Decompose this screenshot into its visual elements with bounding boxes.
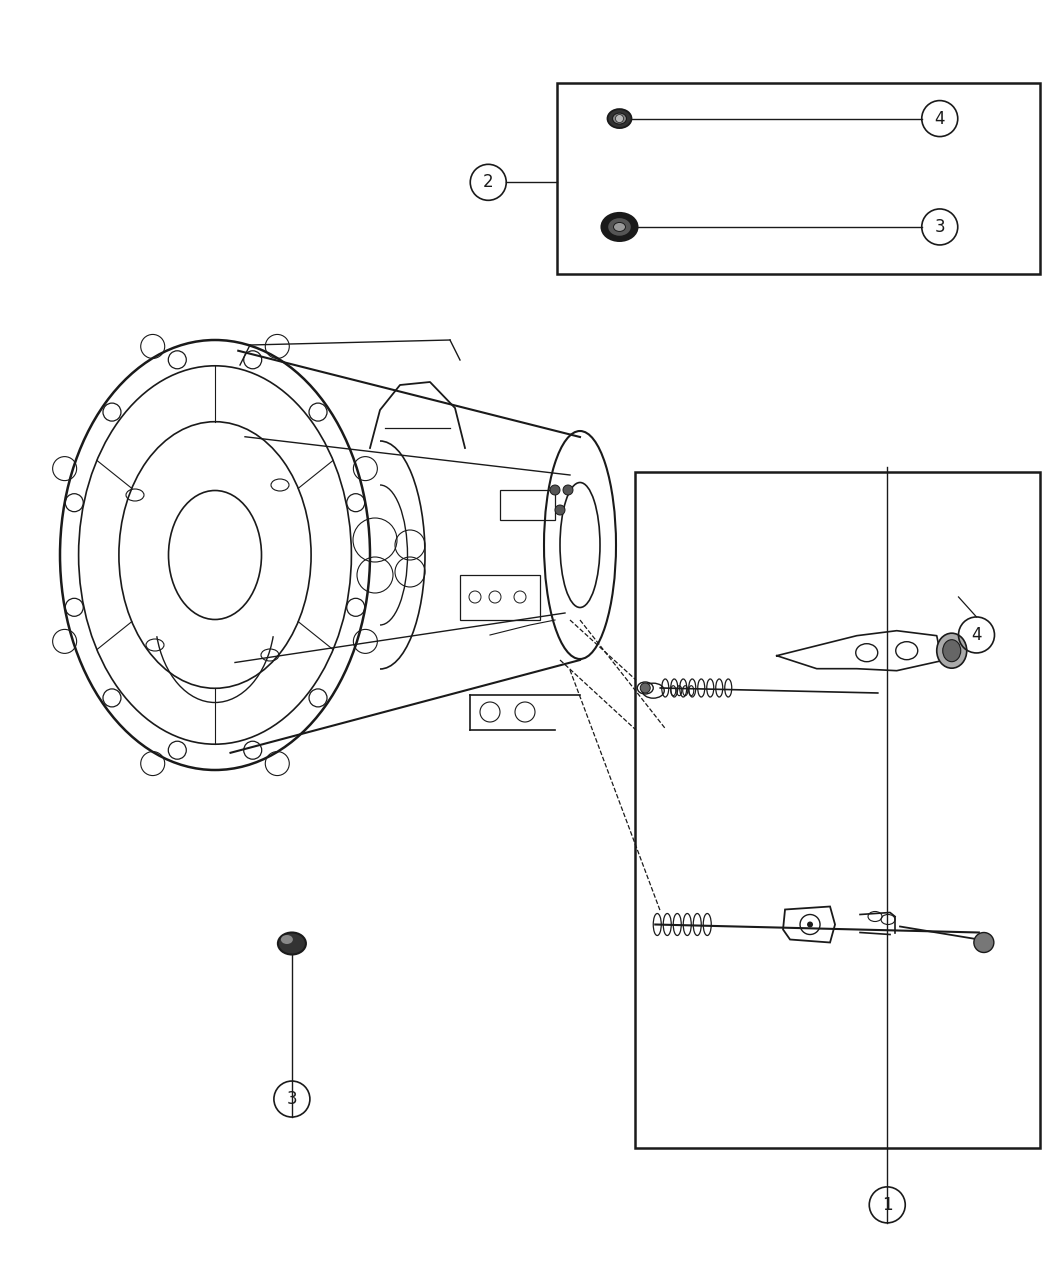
Bar xyxy=(635,472,1040,1148)
Ellipse shape xyxy=(281,935,293,943)
Ellipse shape xyxy=(608,110,631,128)
Bar xyxy=(556,83,1040,274)
Circle shape xyxy=(973,932,994,952)
Bar xyxy=(500,490,555,520)
Text: 4: 4 xyxy=(934,110,945,128)
Text: 3: 3 xyxy=(934,218,945,236)
Ellipse shape xyxy=(612,113,627,124)
Ellipse shape xyxy=(943,640,961,662)
Circle shape xyxy=(640,683,650,694)
Ellipse shape xyxy=(278,932,306,955)
Circle shape xyxy=(550,484,560,495)
Ellipse shape xyxy=(608,218,631,236)
Ellipse shape xyxy=(602,213,637,241)
Circle shape xyxy=(555,505,565,515)
Ellipse shape xyxy=(937,634,967,668)
Circle shape xyxy=(563,484,573,495)
Circle shape xyxy=(615,115,624,122)
Text: 4: 4 xyxy=(971,626,982,644)
Text: 3: 3 xyxy=(287,1090,297,1108)
Text: 2: 2 xyxy=(483,173,493,191)
Bar xyxy=(460,575,540,620)
Circle shape xyxy=(807,922,813,927)
Text: 1: 1 xyxy=(882,1196,892,1214)
Ellipse shape xyxy=(613,222,626,232)
